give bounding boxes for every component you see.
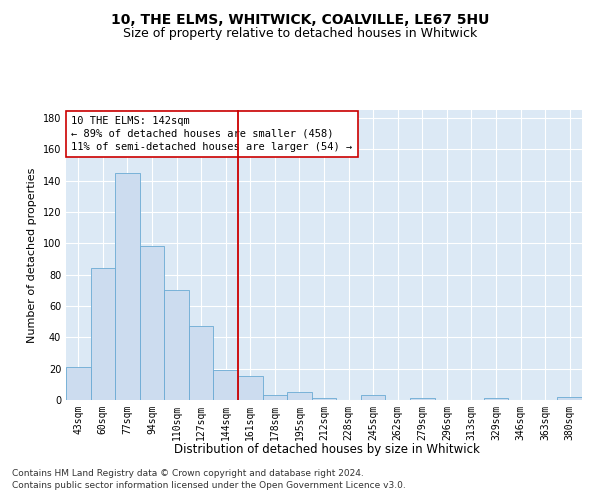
Bar	[312, 398, 336, 400]
Text: Size of property relative to detached houses in Whitwick: Size of property relative to detached ho…	[123, 28, 477, 40]
Bar	[484, 398, 508, 400]
Bar	[410, 398, 434, 400]
Bar	[66, 367, 91, 400]
Bar	[140, 246, 164, 400]
Bar	[361, 396, 385, 400]
Text: Contains HM Land Registry data © Crown copyright and database right 2024.: Contains HM Land Registry data © Crown c…	[12, 468, 364, 477]
Bar	[238, 376, 263, 400]
Bar	[287, 392, 312, 400]
Text: 10, THE ELMS, WHITWICK, COALVILLE, LE67 5HU: 10, THE ELMS, WHITWICK, COALVILLE, LE67 …	[111, 12, 489, 26]
Bar	[214, 370, 238, 400]
Y-axis label: Number of detached properties: Number of detached properties	[27, 168, 37, 342]
Bar	[189, 326, 214, 400]
Bar	[115, 172, 140, 400]
Bar	[557, 397, 582, 400]
Bar	[91, 268, 115, 400]
Bar	[164, 290, 189, 400]
Text: Contains public sector information licensed under the Open Government Licence v3: Contains public sector information licen…	[12, 481, 406, 490]
Text: Distribution of detached houses by size in Whitwick: Distribution of detached houses by size …	[174, 442, 480, 456]
Bar	[263, 396, 287, 400]
Text: 10 THE ELMS: 142sqm
← 89% of detached houses are smaller (458)
11% of semi-detac: 10 THE ELMS: 142sqm ← 89% of detached ho…	[71, 116, 352, 152]
